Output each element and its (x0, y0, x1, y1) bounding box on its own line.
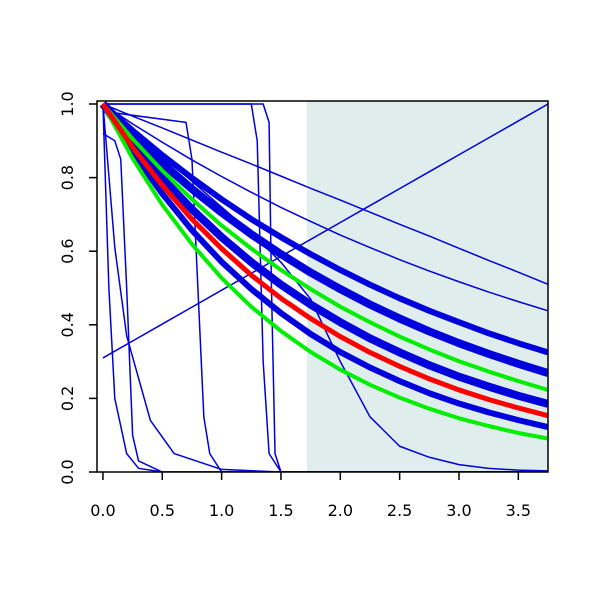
x-tick-label: 1.5 (268, 501, 293, 520)
y-tick-label: 0.2 (58, 386, 77, 411)
line (100, 101, 548, 377)
line (102, 132, 548, 472)
line (99, 101, 548, 408)
x-tick-label: 2.5 (387, 501, 412, 520)
axes: 0.0 0.5 1.0 1.5 2.0 2.5 3.0 3.5 0.0 0.2 0.4 0.6 0.8 1… (58, 91, 549, 520)
y-tick-label: 0.6 (58, 238, 77, 263)
line (101, 102, 548, 392)
plot-frame (96, 100, 549, 473)
x-tick-label: 0.0 (90, 501, 115, 520)
x-tick-label: 2.0 (328, 501, 353, 520)
plot-area (99, 101, 548, 472)
x-tick-label: 1.0 (209, 501, 234, 520)
line (102, 103, 548, 359)
y-tick-label: 0.8 (58, 165, 77, 190)
line (102, 103, 548, 312)
x-tick-label: 3.5 (506, 501, 531, 520)
y-tick-label: 1.0 (58, 91, 77, 116)
line (100, 101, 548, 356)
x-tick-label: 0.5 (150, 501, 175, 520)
line (102, 103, 548, 472)
y-tick-label: 0.0 (58, 459, 77, 484)
line (102, 103, 548, 286)
line (100, 102, 548, 431)
x-tick-label: 3.0 (446, 501, 471, 520)
line (101, 103, 548, 441)
line (100, 102, 548, 419)
y-tick-label: 0.4 (58, 312, 77, 337)
